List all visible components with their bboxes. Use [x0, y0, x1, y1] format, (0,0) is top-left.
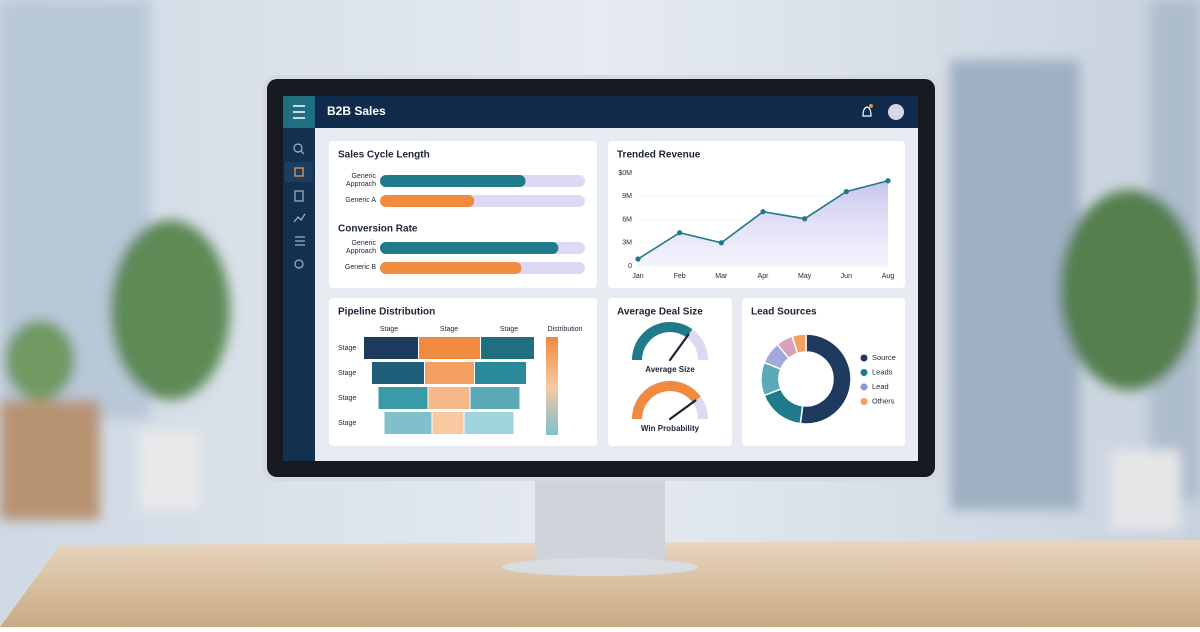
point — [885, 178, 891, 184]
menu-icon — [293, 105, 305, 119]
top-bar — [283, 96, 918, 128]
legend-swatch — [860, 398, 868, 405]
y-tick-label: 3M — [622, 240, 632, 247]
card-title: Sales Cycle Length — [338, 150, 430, 161]
x-tick-label: Jun — [841, 273, 852, 280]
pipeline-segment — [384, 412, 432, 434]
pipeline-segment — [425, 362, 474, 384]
y-tick-label: 0 — [628, 263, 632, 270]
pipeline-segment — [419, 337, 480, 359]
y-top-label: $0M — [618, 170, 632, 177]
sidebar-active — [285, 162, 313, 182]
bar-label: Generic Approach — [346, 173, 376, 188]
legend-swatch — [860, 383, 868, 391]
y-tick-label: 6M — [622, 216, 632, 223]
point — [802, 216, 808, 222]
monitor-base — [502, 558, 698, 576]
avatar[interactable] — [888, 104, 904, 120]
pipeline-segment — [432, 412, 464, 434]
bar-label-box: Generic A — [345, 197, 376, 204]
pipeline-segment — [378, 387, 428, 409]
legend-label: Lead — [872, 382, 889, 391]
y-tick-label: 9M — [622, 193, 632, 200]
x-tick-label: Mar — [715, 273, 728, 280]
pipeline-segment — [364, 337, 418, 359]
bar — [380, 242, 559, 254]
gauge-value — [632, 381, 701, 420]
x-tick-label: Feb — [674, 273, 686, 280]
desk — [0, 540, 1200, 627]
card-title: Average Deal Size — [617, 307, 703, 318]
point — [843, 189, 849, 195]
monitor-stand — [535, 470, 665, 560]
bar — [380, 175, 526, 187]
gauge-value — [632, 322, 693, 361]
legend-label: Others — [872, 396, 895, 405]
sidebar-icons[interactable] — [293, 143, 306, 269]
notification-dot — [869, 104, 873, 108]
legend-swatch — [860, 354, 868, 362]
room — [0, 0, 1200, 530]
card-title: Lead Sources — [751, 307, 817, 318]
bell-icon[interactable] — [862, 106, 872, 117]
card-title: Conversion Rate — [338, 224, 418, 235]
row-label: Stage — [338, 395, 356, 402]
row-label: Stage — [338, 420, 356, 427]
card-title: Trended Revenue — [617, 150, 701, 161]
bar-label: Generic B — [344, 264, 376, 271]
pipeline-segment — [428, 387, 470, 409]
bar-label: Generic A — [345, 197, 376, 204]
pipeline-segment — [372, 362, 424, 384]
legend-swatch — [860, 369, 868, 376]
point — [635, 256, 641, 262]
distribution-bar — [546, 337, 558, 435]
x-tick-label: Aug — [882, 273, 895, 280]
bar-label-box: Generic B — [344, 264, 376, 271]
bar-label: Generic Approach — [346, 240, 376, 255]
pipeline-segment — [470, 387, 520, 409]
app-title: B2B Sales — [327, 104, 386, 118]
gauge-label: Win Probability — [641, 424, 700, 433]
x-tick-label: Apr — [758, 273, 770, 280]
x-tick-label: May — [798, 273, 812, 280]
donut-slice — [799, 333, 852, 425]
column-header: Distribution — [547, 326, 582, 333]
point — [760, 209, 766, 215]
card-title: Pipeline Distribution — [338, 307, 435, 318]
point — [677, 230, 683, 236]
gauge-needle — [668, 333, 690, 362]
column-header: Stage — [500, 326, 518, 333]
pipeline-segment — [481, 337, 534, 359]
row-label: Stage — [338, 345, 356, 352]
pipeline-segment — [475, 362, 526, 384]
gauge-needle — [668, 399, 697, 421]
bar-label-box: Generic Approach — [346, 240, 376, 255]
column-header: Stage — [380, 326, 398, 333]
gauge-label: Average Size — [645, 365, 695, 374]
pipeline-segment — [464, 412, 514, 434]
legend-label: Leads — [872, 367, 893, 376]
bar — [380, 262, 522, 274]
row-label: Stage — [338, 370, 356, 377]
legend-label: Source — [872, 353, 896, 362]
sidebar — [283, 128, 315, 461]
donut-slice — [791, 333, 807, 355]
bar-label-box: Generic Approach — [346, 173, 376, 188]
column-header: Stage — [440, 326, 458, 333]
x-tick-label: Jan — [632, 273, 643, 280]
area — [638, 180, 888, 266]
point — [718, 240, 724, 246]
bar — [380, 195, 475, 207]
